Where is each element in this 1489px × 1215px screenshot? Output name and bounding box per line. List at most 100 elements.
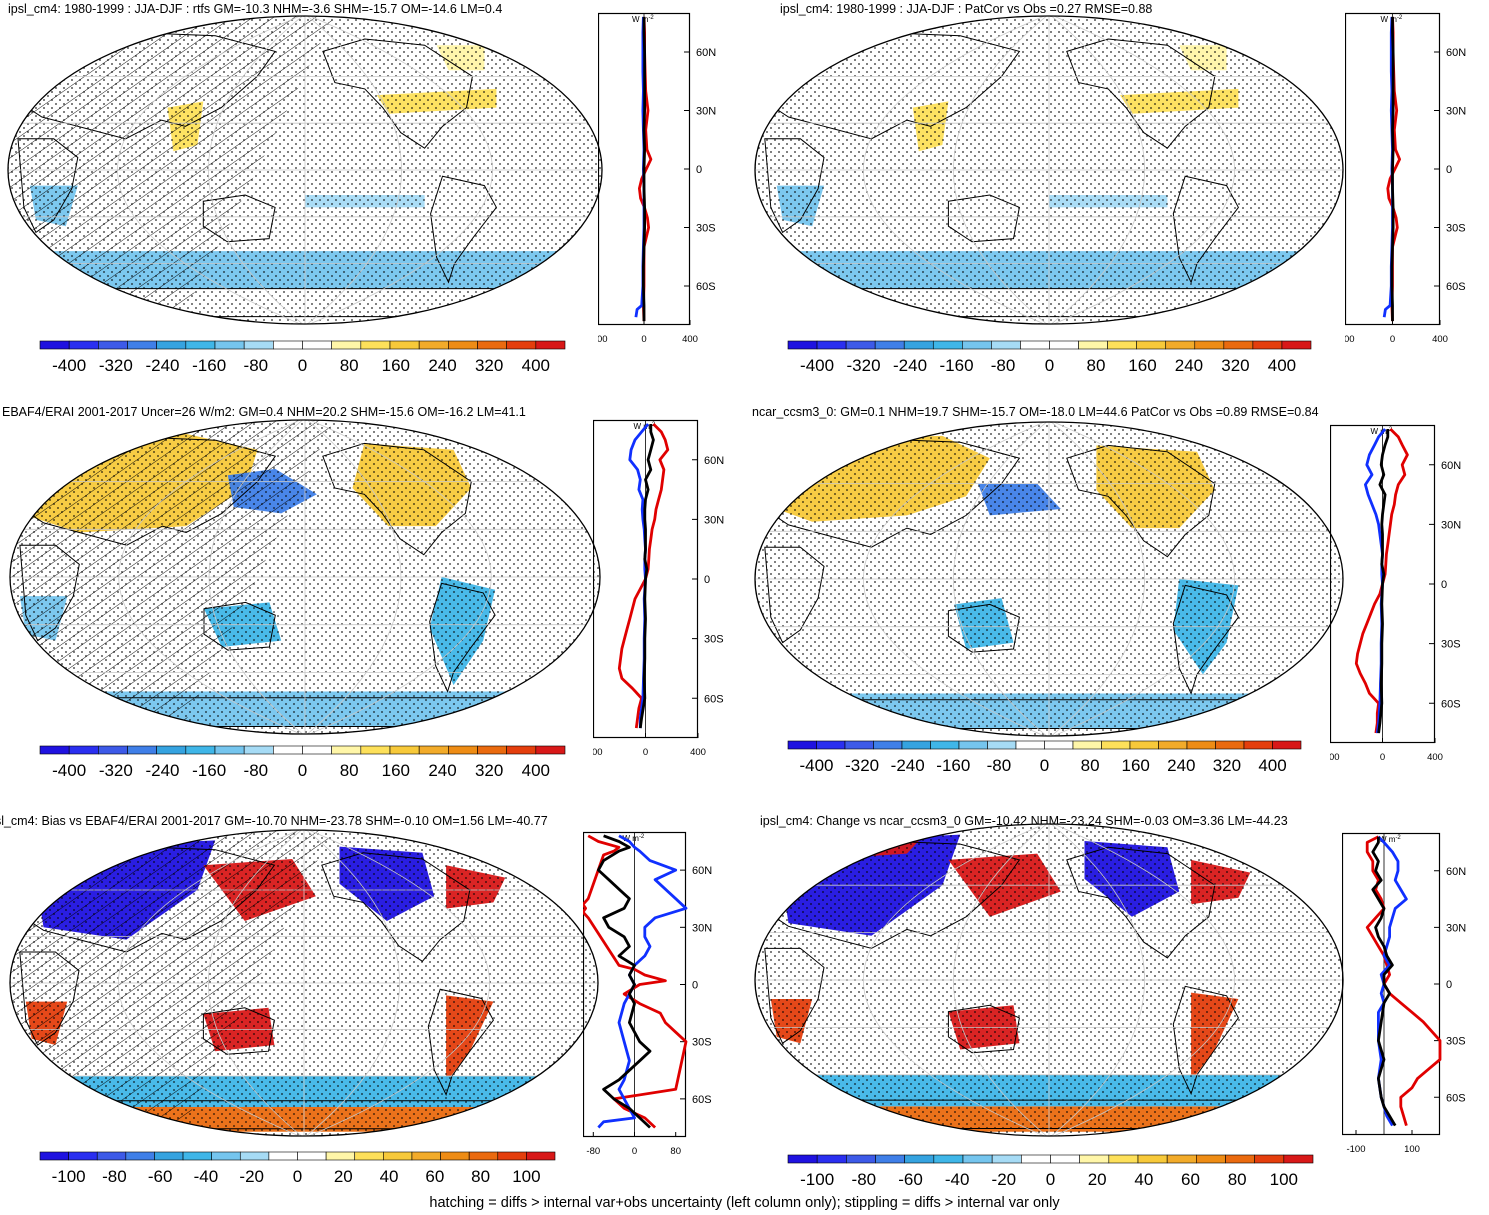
- lat-tick-label: 0: [692, 980, 698, 992]
- lat-tick-label: 60N: [1446, 47, 1466, 59]
- x-tick-label: 0: [1380, 752, 1385, 763]
- colorbar-swatch: [904, 1154, 935, 1164]
- colorbar-swatch: [268, 1151, 298, 1161]
- colorbar-swatch: [1021, 1154, 1051, 1164]
- graticule-meridian: [208, 420, 306, 734]
- colorbar-swatch: [411, 1151, 441, 1161]
- colorbar-label: 400: [1268, 356, 1296, 375]
- graticule-meridian: [1048, 16, 1235, 324]
- colorbar-label: 80: [471, 1167, 490, 1186]
- lat-tick-label: 30N: [1441, 519, 1461, 531]
- colorbar-swatch: [1186, 740, 1216, 750]
- lat-tick-label: 60N: [1446, 866, 1466, 878]
- colorbar-swatch: [273, 340, 303, 350]
- x-tick-label: 400: [1432, 334, 1448, 345]
- colorbar-swatch: [418, 745, 449, 755]
- x-tick-label: -400: [1330, 752, 1340, 763]
- colorbar-swatch: [68, 1151, 98, 1161]
- lat-tick-label: 30S: [692, 1037, 712, 1049]
- lat-tick-label: 0: [1441, 579, 1447, 591]
- colorbar-swatch: [96, 1151, 127, 1161]
- colorbar: -400 -320 -240 -160 -80 0 80 160 240 320 400: [39, 745, 566, 780]
- lat-tick-label: 30S: [1441, 639, 1461, 651]
- colorbar-swatch: [1196, 1154, 1226, 1164]
- x-tick-label: -100: [1346, 1144, 1365, 1155]
- colorbar-label: 0: [1045, 356, 1054, 375]
- colorbar-swatch: [302, 745, 332, 755]
- profile-frame: [1342, 832, 1441, 1136]
- colorbar-swatch: [39, 745, 70, 755]
- colorbar-swatch: [243, 745, 274, 755]
- series-line-ocean: [597, 834, 688, 1129]
- colorbar: -400 -320 -240 -160 -80 0 80 160 240 320 400: [787, 340, 1312, 375]
- x-tick-label: -400: [1345, 334, 1355, 345]
- australia-landmass-outline: [947, 194, 1020, 243]
- graticule-meridian: [1048, 422, 1235, 736]
- colorbar-swatch: [214, 745, 245, 755]
- colorbar-swatch: [1072, 740, 1102, 750]
- colorbar-label: -60: [148, 1167, 173, 1186]
- world-map: [9, 419, 601, 735]
- graticule-meridian: [1048, 422, 1145, 736]
- colorbar-swatch: [1158, 740, 1188, 750]
- north-america-landmass-outline: [322, 38, 473, 149]
- positive-anomaly-region: [37, 834, 127, 866]
- north-america-landmass-outline: [322, 442, 472, 556]
- colorbar-swatch: [1215, 740, 1245, 750]
- colorbar-swatch: [816, 1154, 847, 1164]
- colorbar-swatch: [39, 340, 70, 350]
- x-tick-label: -400: [598, 334, 608, 345]
- colorbar-swatch: [816, 340, 847, 350]
- colorbar-label: 80: [340, 356, 359, 375]
- colorbar-label: -160: [192, 761, 226, 780]
- colorbar-swatch: [440, 1151, 470, 1161]
- colorbar-swatch: [1166, 1154, 1197, 1164]
- lat-tick-label: 0: [1446, 164, 1452, 176]
- hatch-overlay: [8, 16, 335, 311]
- graticule-meridian: [208, 16, 306, 324]
- colorbar-label: 160: [1128, 356, 1156, 375]
- colorbar-label: -320: [847, 356, 881, 375]
- x-tick-label: 0: [643, 747, 648, 758]
- colorbar-label: 80: [1228, 1170, 1247, 1189]
- graticule-meridian: [208, 830, 305, 1136]
- x-tick-label: 0: [641, 334, 646, 345]
- africa-landmass-outline: [764, 546, 825, 644]
- colorbar-swatch: [991, 1154, 1022, 1164]
- colorbar-label: -400: [800, 356, 834, 375]
- figure-footer-note: hatching = diffs > internal var+obs unce…: [429, 1195, 1060, 1211]
- colorbar-swatch: [389, 745, 420, 755]
- lat-tick-label: 30S: [696, 223, 716, 235]
- colorbar-label: -40: [945, 1170, 970, 1189]
- colorbar-label: 160: [382, 761, 410, 780]
- colorbar-swatch: [535, 340, 566, 350]
- graticule-meridian: [863, 422, 1050, 736]
- colorbar-swatch: [325, 1151, 356, 1161]
- graticule-meridian: [117, 16, 306, 324]
- graticule-meridian: [953, 16, 1050, 324]
- lat-tick-label: 30S: [1446, 1036, 1466, 1048]
- colorbar-swatch: [932, 340, 963, 350]
- x-tick-label: 100: [1404, 1144, 1420, 1155]
- colorbar-label: -80: [244, 356, 269, 375]
- world-map: [7, 15, 603, 325]
- colorbar-label: 320: [1221, 356, 1249, 375]
- x-tick-label: 80: [670, 1146, 681, 1157]
- world-map: [754, 823, 1344, 1137]
- lat-tick-label: 60S: [1446, 281, 1466, 293]
- map-border: [9, 419, 601, 735]
- colorbar-label: 100: [1270, 1170, 1298, 1189]
- colorbar-label: 400: [522, 761, 550, 780]
- graticule-meridian: [863, 16, 1050, 324]
- colorbar-label: -160: [940, 356, 974, 375]
- colorbar-label: -400: [799, 756, 833, 775]
- x-tick-label: 400: [1427, 752, 1443, 763]
- colorbar-swatch: [1194, 340, 1225, 350]
- colorbar-swatch: [958, 740, 988, 750]
- colorbar-swatch: [535, 745, 566, 755]
- lat-tick-label: 60S: [696, 281, 716, 293]
- australia-landmass-outline: [947, 603, 1020, 653]
- colorbar-swatch: [211, 1151, 241, 1161]
- lat-tick-label: 30S: [704, 634, 724, 646]
- lat-tick-label: 30N: [1446, 106, 1466, 118]
